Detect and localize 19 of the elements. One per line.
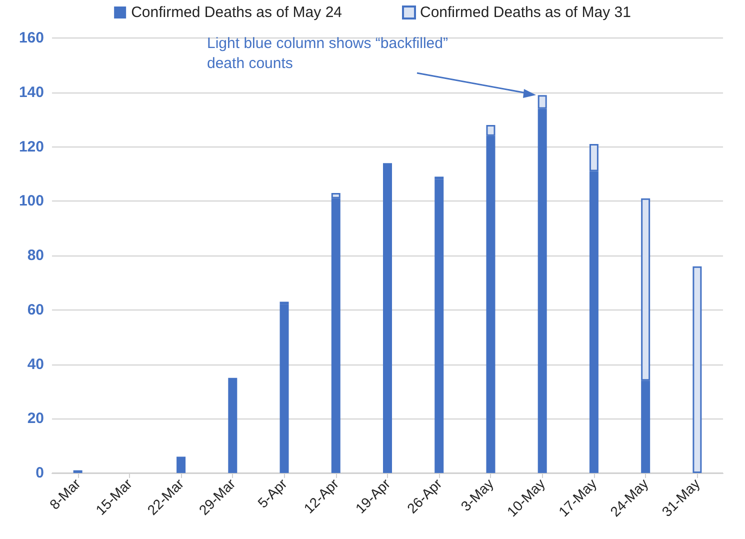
y-tick-label: 80: [27, 247, 44, 264]
y-tick-label: 100: [18, 192, 44, 210]
bar: [228, 378, 238, 473]
y-tick-label: 20: [27, 410, 44, 428]
y-tick-label: 140: [18, 84, 44, 101]
y-tick-label: 60: [27, 301, 44, 318]
legend-label: Confirmed Deaths as of May 24: [131, 4, 342, 21]
y-tick-label: 40: [27, 356, 44, 373]
y-tick-label: 160: [18, 30, 44, 46]
bar: [280, 304, 289, 473]
y-tick-label: 120: [18, 138, 44, 156]
legend-label: Confirmed Deaths as of May 31: [420, 4, 631, 21]
annotation: Light blue column shows “backfilled” death counts: [207, 34, 449, 74]
bar: [176, 456, 186, 473]
bar: [73, 470, 82, 473]
y-tick-label: 0: [36, 464, 44, 482]
bar: [434, 179, 444, 473]
bar: [692, 266, 702, 473]
bar: [383, 163, 392, 473]
